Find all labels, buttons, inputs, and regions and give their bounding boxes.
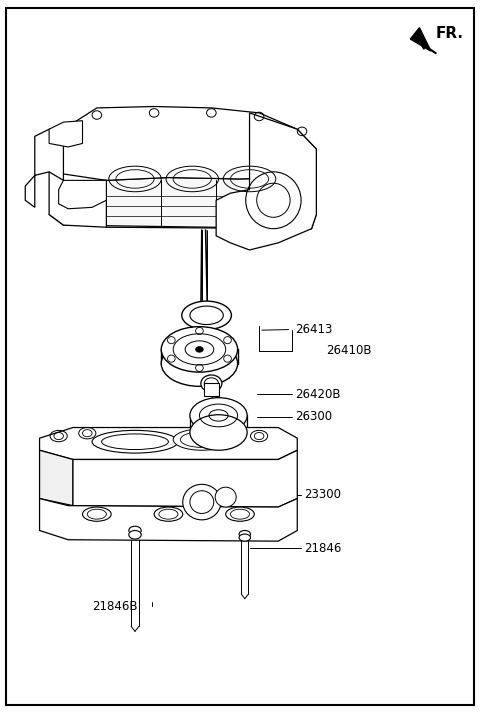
- Text: 23300: 23300: [304, 488, 341, 501]
- Text: 21846: 21846: [304, 542, 342, 555]
- Polygon shape: [39, 450, 73, 506]
- Ellipse shape: [129, 526, 141, 535]
- Polygon shape: [39, 498, 297, 541]
- Ellipse shape: [161, 327, 238, 372]
- Ellipse shape: [239, 534, 251, 541]
- Ellipse shape: [183, 484, 221, 520]
- Ellipse shape: [83, 507, 111, 521]
- Ellipse shape: [190, 415, 247, 450]
- Polygon shape: [49, 172, 107, 227]
- Ellipse shape: [239, 530, 251, 538]
- Polygon shape: [216, 113, 316, 250]
- Ellipse shape: [173, 429, 230, 450]
- Ellipse shape: [226, 507, 254, 521]
- Text: 21846B: 21846B: [92, 600, 138, 613]
- Polygon shape: [410, 28, 431, 51]
- Ellipse shape: [129, 530, 141, 539]
- Text: 26410B: 26410B: [326, 344, 372, 357]
- Polygon shape: [107, 165, 316, 229]
- Text: 26413: 26413: [295, 323, 332, 336]
- Ellipse shape: [161, 341, 238, 386]
- Polygon shape: [39, 428, 297, 459]
- Ellipse shape: [154, 507, 183, 521]
- Polygon shape: [49, 106, 316, 180]
- Polygon shape: [73, 450, 297, 507]
- Ellipse shape: [190, 398, 247, 434]
- Polygon shape: [25, 129, 63, 207]
- Ellipse shape: [196, 347, 203, 352]
- Ellipse shape: [92, 431, 178, 453]
- Polygon shape: [59, 180, 107, 209]
- Ellipse shape: [182, 301, 231, 329]
- FancyBboxPatch shape: [204, 384, 218, 396]
- Ellipse shape: [201, 375, 222, 392]
- Ellipse shape: [215, 487, 236, 507]
- Polygon shape: [49, 120, 83, 147]
- Text: 26300: 26300: [295, 411, 332, 424]
- Text: FR.: FR.: [436, 26, 464, 41]
- Text: 26420B: 26420B: [295, 388, 340, 401]
